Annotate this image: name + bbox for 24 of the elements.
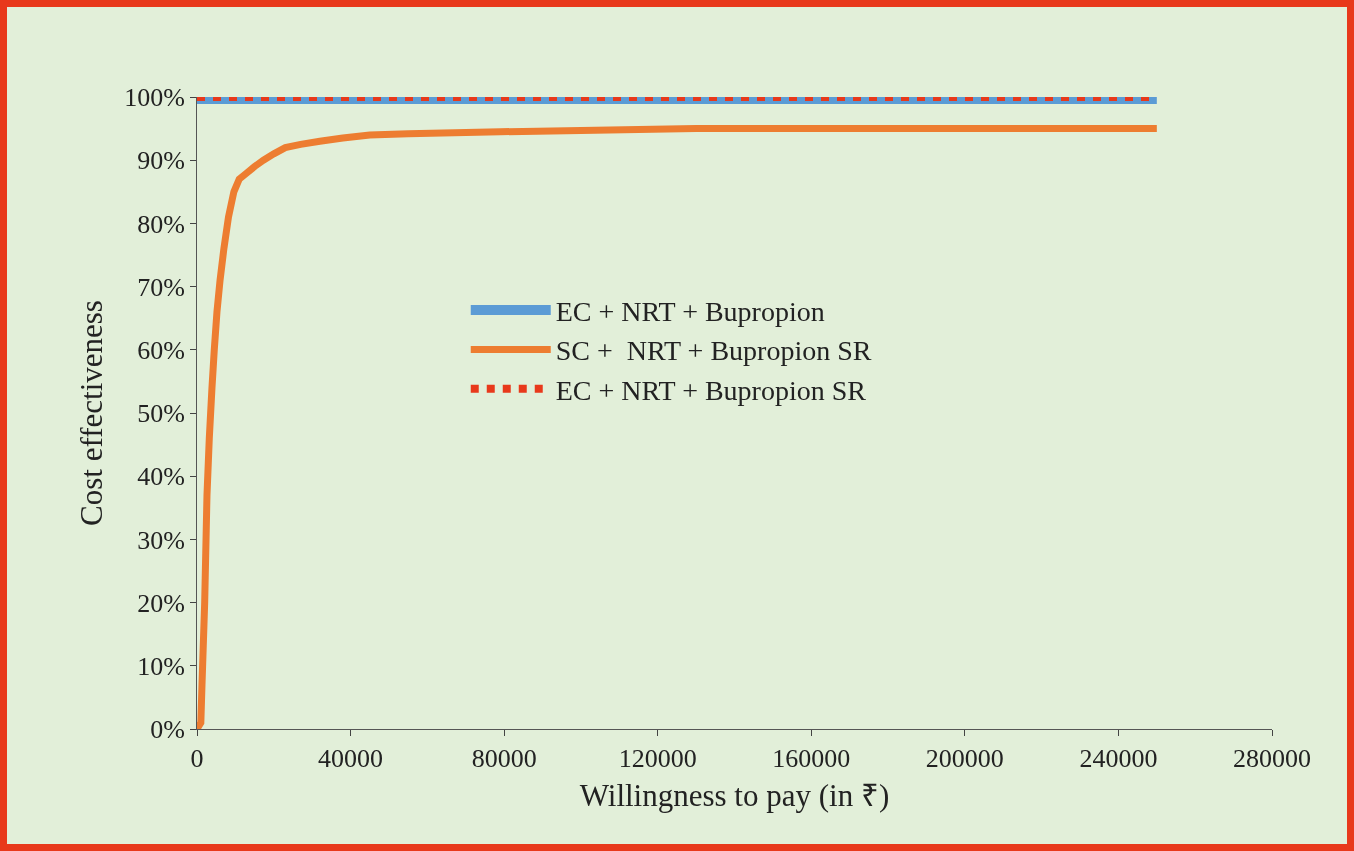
y-tick-label: 10% [137, 651, 185, 681]
x-tick-label: 200000 [925, 744, 1004, 774]
legend-label: SC + NRT + Bupropion SR [555, 335, 872, 367]
x-tick-label: 160000 [772, 744, 851, 774]
y-tick-label: 80% [137, 209, 185, 239]
x-axis-title: Willingness to pay (in ₹) [579, 778, 890, 814]
x-tick-label: 280000 [1233, 744, 1311, 774]
x-tick-label: 80000 [471, 744, 537, 774]
x-tick-label: 120000 [618, 744, 697, 774]
x-tick-label: 0 [190, 744, 204, 774]
x-tick-label: 40000 [318, 744, 384, 774]
y-tick-label: 30% [137, 525, 185, 555]
y-axis-title: Cost effectiveness [73, 300, 109, 526]
y-tick-label: 70% [137, 272, 185, 302]
y-tick-label: 90% [137, 146, 185, 176]
y-tick-label: 50% [137, 399, 185, 429]
y-tick-label: 100% [124, 83, 185, 113]
y-tick-label: 20% [137, 588, 185, 618]
x-tick-label: 240000 [1079, 744, 1158, 774]
legend-label: EC + NRT + Bupropion [555, 295, 825, 327]
y-tick-label: 40% [137, 462, 185, 492]
legend-label: EC + NRT + Bupropion SR [555, 374, 867, 406]
y-tick-label: 60% [137, 335, 185, 365]
y-tick-label: 0% [150, 715, 185, 745]
